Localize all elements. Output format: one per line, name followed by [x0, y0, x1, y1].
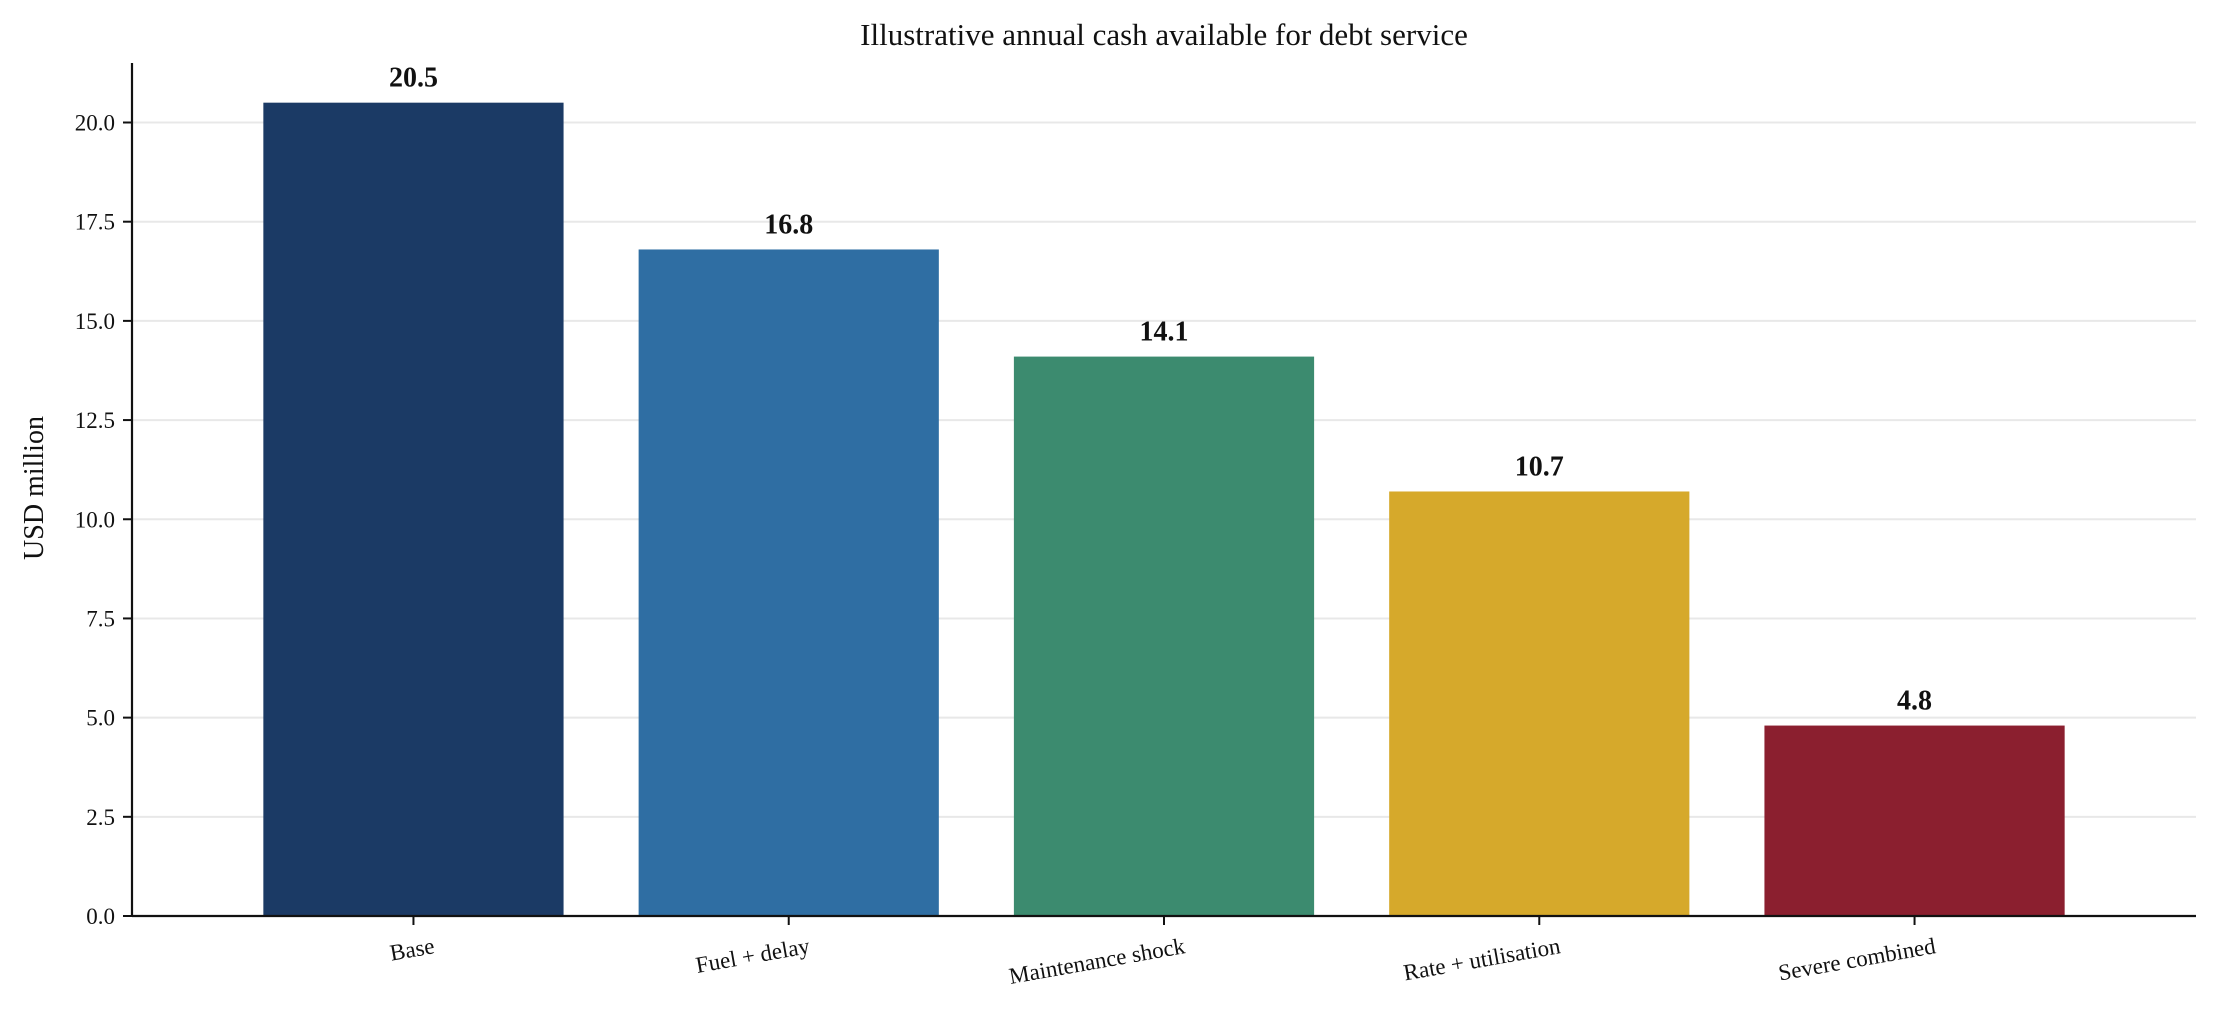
y-tick-label: 10.0	[75, 507, 115, 532]
bar-value-label: 14.1	[1140, 317, 1189, 348]
bar-value-label: 4.8	[1897, 686, 1932, 717]
bars-layer	[263, 102, 2065, 916]
bar[interactable]	[638, 249, 939, 916]
bar-value-label: 10.7	[1515, 451, 1564, 482]
y-tick-label: 0.0	[86, 904, 115, 929]
y-tick-label: 2.5	[86, 805, 115, 830]
chart-title: Illustrative annual cash available for d…	[860, 17, 1468, 52]
bar-value-label: 16.8	[764, 209, 813, 240]
labels-layer: 20.5 16.8 14.1 10.7 4.8	[389, 63, 1932, 717]
x-category-label: Severe combined	[1776, 933, 1937, 985]
bar[interactable]	[263, 102, 564, 916]
bar[interactable]	[1389, 491, 1690, 916]
y-tick-label: 17.5	[75, 210, 115, 235]
y-tick-label: 5.0	[86, 706, 115, 731]
y-tick-label: 7.5	[86, 606, 115, 631]
bar-value-label: 20.5	[389, 63, 438, 94]
bar[interactable]	[1764, 725, 2065, 916]
x-category-label: Fuel + delay	[694, 933, 812, 978]
y-axis-label: USD million	[19, 416, 50, 560]
bar[interactable]	[1013, 356, 1315, 916]
x-category-label: Rate + utilisation	[1402, 933, 1563, 985]
x-category-label: Base	[388, 933, 436, 965]
y-tick-label: 20.0	[75, 111, 115, 136]
x-category-label: Maintenance shock	[1007, 933, 1187, 989]
y-tick-label: 15.0	[75, 309, 115, 334]
y-tick-label: 12.5	[75, 408, 115, 433]
